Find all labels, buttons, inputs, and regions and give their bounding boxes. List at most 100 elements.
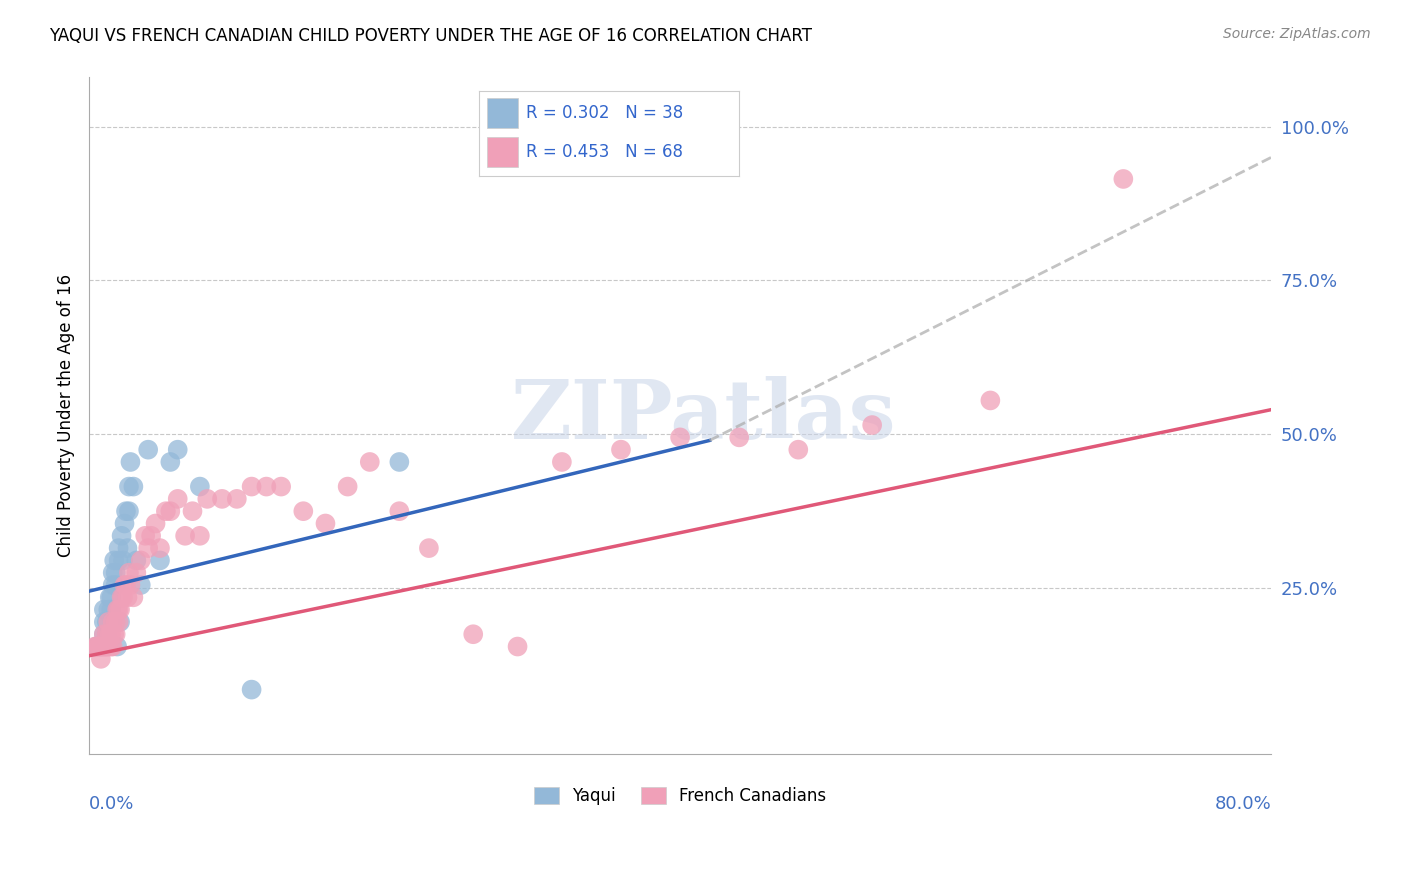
Point: [87, 640, 110, 654]
Point: [134, 529, 156, 543]
Point: [149, 541, 172, 555]
Point: [336, 479, 359, 493]
Point: [108, 615, 131, 629]
Point: [979, 393, 1001, 408]
Point: [97, 602, 120, 616]
Point: [100, 602, 122, 616]
Point: [97, 640, 120, 654]
Point: [188, 479, 211, 493]
Point: [104, 566, 127, 580]
Point: [93, 640, 115, 654]
Point: [112, 591, 135, 605]
Point: [551, 455, 574, 469]
Point: [104, 627, 127, 641]
Point: [101, 566, 124, 580]
Point: [120, 578, 142, 592]
Point: [240, 479, 263, 493]
Point: [94, 640, 117, 654]
Point: [101, 640, 124, 654]
Point: [149, 553, 172, 567]
Text: 80.0%: 80.0%: [1215, 795, 1271, 813]
Point: [103, 553, 125, 567]
Point: [118, 504, 141, 518]
Point: [100, 640, 122, 654]
Point: [136, 442, 159, 457]
Point: [101, 615, 124, 629]
Point: [225, 491, 247, 506]
Point: [89, 640, 111, 654]
Point: [114, 516, 136, 531]
Point: [114, 578, 136, 592]
Point: [388, 455, 411, 469]
Point: [98, 591, 121, 605]
Point: [91, 640, 114, 654]
Point: [506, 640, 529, 654]
Legend: Yaqui, French Canadians: Yaqui, French Canadians: [526, 779, 835, 814]
Point: [93, 627, 115, 641]
Point: [90, 652, 112, 666]
Y-axis label: Child Poverty Under the Age of 16: Child Poverty Under the Age of 16: [58, 274, 75, 558]
Point: [107, 553, 129, 567]
Point: [787, 442, 810, 457]
Point: [159, 504, 181, 518]
Point: [117, 591, 139, 605]
Text: YAQUI VS FRENCH CANADIAN CHILD POVERTY UNDER THE AGE OF 16 CORRELATION CHART: YAQUI VS FRENCH CANADIAN CHILD POVERTY U…: [49, 27, 813, 45]
Point: [129, 578, 152, 592]
Point: [155, 504, 177, 518]
Point: [145, 516, 167, 531]
Point: [97, 615, 120, 629]
Point: [107, 541, 129, 555]
Point: [314, 516, 336, 531]
Text: Source: ZipAtlas.com: Source: ZipAtlas.com: [1223, 27, 1371, 41]
Point: [254, 479, 277, 493]
Point: [93, 627, 115, 641]
Point: [610, 442, 633, 457]
Point: [188, 529, 211, 543]
Point: [107, 615, 129, 629]
Point: [93, 602, 115, 616]
Point: [118, 479, 141, 493]
Point: [463, 627, 485, 641]
Point: [90, 640, 112, 654]
Point: [728, 430, 751, 444]
Point: [86, 640, 108, 654]
Point: [159, 455, 181, 469]
Point: [418, 541, 440, 555]
Point: [292, 504, 315, 518]
Point: [112, 553, 135, 567]
Text: 0.0%: 0.0%: [89, 795, 135, 813]
Text: ZIPatlas: ZIPatlas: [510, 376, 897, 456]
Point: [96, 627, 118, 641]
Point: [86, 640, 108, 654]
Point: [108, 602, 131, 616]
Point: [122, 591, 145, 605]
Point: [181, 504, 204, 518]
Point: [1112, 172, 1135, 186]
Point: [122, 479, 145, 493]
Point: [115, 504, 138, 518]
Point: [117, 541, 139, 555]
Point: [100, 591, 122, 605]
Point: [166, 491, 188, 506]
Point: [125, 566, 148, 580]
Point: [98, 627, 121, 641]
Point: [240, 682, 263, 697]
Point: [84, 640, 107, 654]
Point: [100, 627, 122, 641]
Point: [105, 602, 128, 616]
Point: [105, 640, 128, 654]
Point: [136, 541, 159, 555]
Point: [388, 504, 411, 518]
Point: [129, 553, 152, 567]
Point: [270, 479, 292, 493]
Point: [104, 615, 127, 629]
Point: [110, 591, 132, 605]
Point: [115, 578, 138, 592]
Point: [96, 615, 118, 629]
Point: [120, 455, 142, 469]
Point: [166, 442, 188, 457]
Point: [669, 430, 692, 444]
Point: [93, 615, 115, 629]
Point: [125, 553, 148, 567]
Point: [101, 578, 124, 592]
